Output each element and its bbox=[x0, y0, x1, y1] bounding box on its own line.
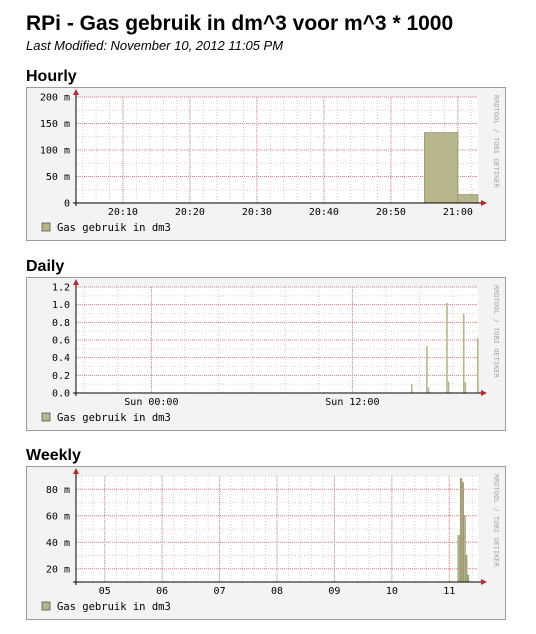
y-axis-arrow bbox=[73, 89, 79, 95]
data-series bbox=[411, 302, 479, 393]
rrdtool-watermark: RRDTOOL / TOBI OETIKER bbox=[492, 285, 500, 379]
legend-swatch bbox=[41, 412, 51, 422]
y-tick-label: 150 m bbox=[40, 119, 70, 130]
y-tick-label: 20 m bbox=[46, 564, 70, 575]
x-tick-label: 20:10 bbox=[108, 207, 138, 218]
rrdtool-watermark: RRDTOOL / TOBI OETIKER bbox=[492, 95, 500, 189]
y-tick-label: 80 m bbox=[46, 485, 70, 496]
x-axis-arrow bbox=[481, 579, 487, 585]
y-axis-arrow bbox=[73, 468, 79, 474]
legend-label: Gas gebruik in dm3 bbox=[57, 412, 171, 424]
data-spike bbox=[426, 346, 428, 393]
data-spike bbox=[427, 387, 430, 393]
x-tick-label: 10 bbox=[386, 586, 398, 597]
last-modified: Last Modified: November 10, 2012 11:05 P… bbox=[26, 38, 284, 53]
data-bar bbox=[424, 132, 459, 204]
legend-swatch bbox=[41, 601, 51, 611]
daily-graph: Sun 00:00 Sun 12:00 0.0 0.2 0.4 0.6 0.8 1.0 1.2 G… bbox=[26, 277, 506, 431]
y-tick-label: 0 bbox=[64, 199, 70, 210]
data-spike bbox=[447, 381, 450, 393]
x-tick-label: 20:30 bbox=[242, 207, 272, 218]
y-tick-label: 0.6 bbox=[52, 336, 70, 347]
y-tick-label: 100 m bbox=[40, 146, 70, 157]
x-tick-label: 20:40 bbox=[309, 207, 339, 218]
x-axis-arrow bbox=[481, 200, 487, 206]
page-title: RPi - Gas gebruik in dm^3 voor m^3 * 100… bbox=[26, 12, 454, 35]
legend-label: Gas gebruik in dm3 bbox=[57, 222, 171, 234]
data-spike bbox=[446, 302, 448, 393]
data-spike bbox=[477, 381, 479, 393]
y-tick-label: 0.4 bbox=[52, 353, 70, 364]
x-tick-label: 06 bbox=[156, 586, 168, 597]
x-tick-label: 09 bbox=[328, 586, 340, 597]
y-axis-arrow bbox=[73, 279, 79, 285]
x-tick-label: Sun 00:00 bbox=[124, 397, 178, 408]
rrdtool-watermark: RRDTOOL / TOBI OETIKER bbox=[492, 474, 500, 568]
data-spike bbox=[477, 338, 479, 393]
grid-lines bbox=[76, 475, 478, 583]
heading-hourly: Hourly bbox=[26, 68, 77, 85]
x-tick-label: 21:00 bbox=[443, 207, 473, 218]
heading-weekly: Weekly bbox=[26, 447, 81, 464]
y-tick-label: 50 m bbox=[46, 172, 70, 183]
x-tick-label: 08 bbox=[271, 586, 283, 597]
y-tick-label: 0.0 bbox=[52, 389, 70, 400]
data-series bbox=[424, 132, 479, 204]
data-bar bbox=[457, 535, 461, 583]
x-tick-label: 05 bbox=[99, 586, 111, 597]
y-tick-label: 1.2 bbox=[52, 283, 70, 294]
y-tick-label: 0.8 bbox=[52, 318, 70, 329]
data-bar bbox=[466, 575, 470, 583]
data-spike bbox=[411, 384, 413, 393]
hourly-graph: 20:10 20:20 20:30 20:40 20:50 21:00 0 50 m 100 m… bbox=[26, 87, 506, 241]
y-tick-label: 0.2 bbox=[52, 371, 70, 382]
legend-swatch bbox=[41, 222, 51, 232]
x-tick-label: Sun 12:00 bbox=[325, 397, 379, 408]
x-axis-arrow bbox=[481, 390, 487, 396]
y-tick-label: 200 m bbox=[40, 93, 70, 104]
y-tick-label: 60 m bbox=[46, 511, 70, 522]
heading-daily: Daily bbox=[26, 258, 65, 275]
data-spike bbox=[462, 313, 465, 393]
weekly-graph: 05 06 07 08 09 10 11 20 m 40 m 60 m 80 m Gas gebrui… bbox=[26, 466, 506, 620]
y-tick-label: 1.0 bbox=[52, 300, 70, 311]
x-tick-label: 20:20 bbox=[175, 207, 205, 218]
x-tick-label: 11 bbox=[443, 586, 455, 597]
x-tick-label: 20:50 bbox=[376, 207, 406, 218]
legend-label: Gas gebruik in dm3 bbox=[57, 601, 171, 613]
data-spike bbox=[464, 382, 467, 393]
x-tick-label: 07 bbox=[214, 586, 226, 597]
data-bar bbox=[457, 194, 479, 204]
y-tick-label: 40 m bbox=[46, 538, 70, 549]
